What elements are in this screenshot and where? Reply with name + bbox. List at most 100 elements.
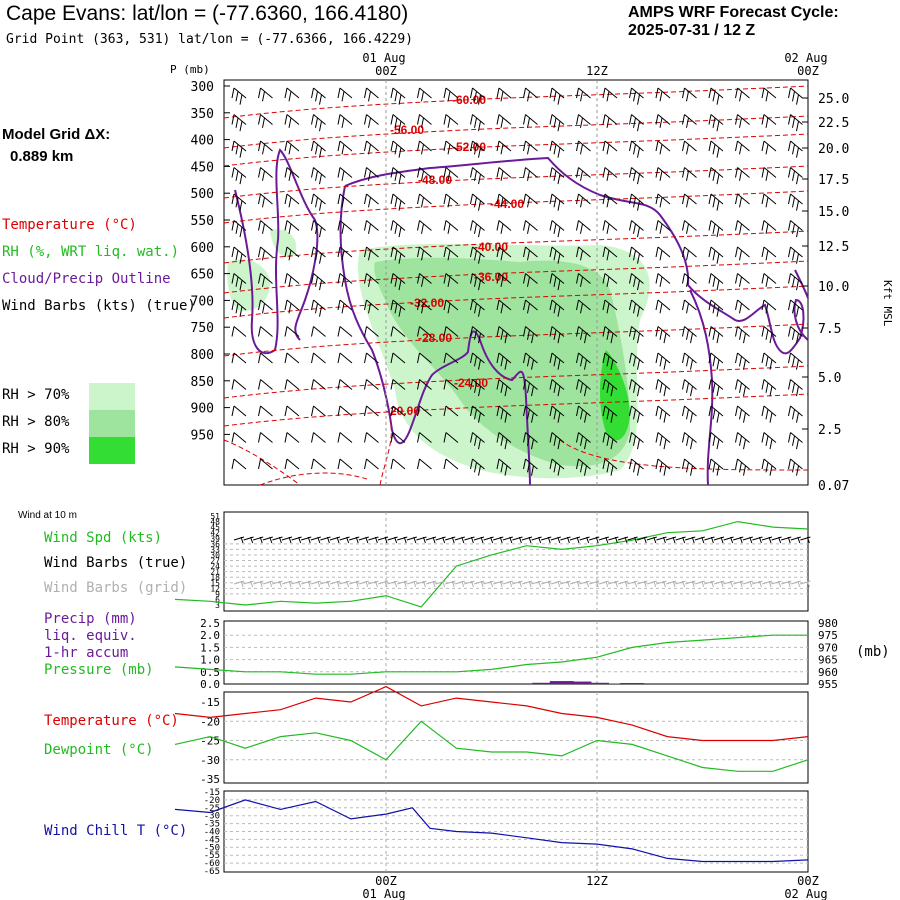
wind-barb <box>443 405 459 417</box>
wind-barb <box>390 299 406 317</box>
wind-barb <box>443 379 459 390</box>
wind-barb <box>735 352 750 370</box>
wind-barb <box>390 352 406 364</box>
wind-barb <box>390 432 406 443</box>
wind-barb <box>364 379 379 390</box>
wind-barb-grid <box>368 580 379 588</box>
windchill-tick-label: -30 <box>204 812 220 822</box>
wind-barb <box>576 405 591 423</box>
wind-barb <box>655 379 671 397</box>
wind-barb <box>231 167 247 185</box>
wind-barb <box>708 246 724 264</box>
pressure-tick-label: 550 <box>191 214 214 229</box>
wind-barb <box>390 114 406 132</box>
wind-barb-true <box>752 536 763 544</box>
wind-barb <box>311 114 326 132</box>
wind-barb <box>258 87 273 102</box>
wind-barb-grid <box>656 580 667 588</box>
wind-barb <box>258 193 273 208</box>
wind-barb <box>708 220 724 238</box>
temperature-contour-label: -56.00 <box>390 123 424 137</box>
wind-barb-grid <box>761 580 773 588</box>
temperature-contour <box>223 115 809 149</box>
wind-barb-grid <box>262 580 273 588</box>
pressure-tick-label: 980 <box>818 617 838 630</box>
wind-barb <box>655 299 671 314</box>
wind-barb-true <box>771 536 782 544</box>
wind-barb <box>258 299 273 314</box>
temp-tick-label: -15 <box>200 696 220 709</box>
wind-barb-grid <box>675 580 686 588</box>
wind-barb <box>735 87 750 102</box>
wind-speed-tick-label: 42 <box>210 529 220 538</box>
wind-barb <box>629 246 644 264</box>
wind-barb <box>655 114 671 128</box>
wind-barb-true <box>531 536 542 544</box>
wind-barb <box>682 432 697 450</box>
wind-barb <box>311 140 326 158</box>
height-tick-label: 15.0 <box>818 205 849 220</box>
wind-barb <box>337 299 353 314</box>
wind-barb <box>311 432 326 443</box>
wind-barb <box>788 193 803 211</box>
wind-barb <box>496 352 512 370</box>
wind-barb <box>443 114 459 128</box>
windchill-panel-frame <box>223 790 809 873</box>
wind-barb <box>337 220 353 234</box>
wind-barb <box>284 458 300 470</box>
wind-barb-grid <box>617 580 629 588</box>
wind-barb <box>708 432 724 450</box>
wind-barb <box>576 458 591 476</box>
wind-barb-true <box>733 536 744 544</box>
wind-barb <box>443 432 459 443</box>
legend-wind-barbs: Wind Barbs (kts) (true) <box>2 298 196 314</box>
wind-barb <box>655 432 671 450</box>
wind-barb <box>337 167 353 181</box>
wind-barb <box>443 352 459 364</box>
windchill-tick-label: -50 <box>204 843 220 853</box>
wind-barb <box>655 326 671 344</box>
wind-barb <box>629 352 644 370</box>
wind-barb-grid <box>291 580 302 588</box>
wind-barb <box>523 326 538 344</box>
temperature-contour-label: -32.00 <box>410 296 444 310</box>
wind-barb-true <box>243 536 254 544</box>
wind-barb <box>576 114 591 128</box>
wind-barb <box>788 379 803 397</box>
wind-barb-true <box>579 536 590 544</box>
wind-barb <box>470 458 485 476</box>
wind-barb <box>417 167 432 181</box>
precip-bar <box>567 681 592 684</box>
bottom-date-label: 02 Aug <box>784 887 827 900</box>
wind-barb <box>682 87 697 102</box>
wind-barb <box>576 352 591 370</box>
wind-barb <box>735 140 750 155</box>
wind-barb-grid <box>790 580 801 588</box>
wind-barb <box>390 405 406 417</box>
wind-barb <box>629 405 644 423</box>
wind-barb <box>417 246 432 261</box>
wind-barb <box>258 167 273 181</box>
wind-barb <box>496 246 512 261</box>
pressure-tick-label: 960 <box>818 666 838 679</box>
wind-barb <box>470 432 485 450</box>
wind-barb <box>682 114 697 128</box>
wind-barb <box>470 246 485 264</box>
wind-barb-grid <box>464 580 475 588</box>
pressure-tick-label: 750 <box>191 321 214 336</box>
wind-barb <box>735 114 750 128</box>
wind-barb <box>523 193 538 208</box>
wind-barb-grid <box>733 580 744 588</box>
wind-barb <box>390 193 406 211</box>
wind-barb-true <box>291 536 302 544</box>
wind-barb <box>523 220 538 234</box>
wind-barb <box>390 140 406 158</box>
wind-barb-grid <box>665 580 677 588</box>
wind-barb <box>284 352 300 364</box>
wind-barb <box>231 352 247 364</box>
wind-barb <box>602 458 618 476</box>
wind-barb <box>337 246 353 261</box>
wind-barb <box>390 220 406 238</box>
dewpoint-line <box>174 720 809 772</box>
